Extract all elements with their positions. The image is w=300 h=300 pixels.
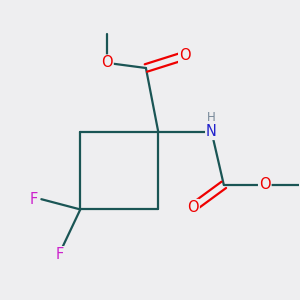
Text: O: O	[101, 56, 113, 70]
Text: O: O	[187, 200, 199, 215]
Text: H: H	[207, 111, 216, 124]
Text: O: O	[259, 177, 271, 192]
Text: N: N	[206, 124, 217, 139]
Text: F: F	[56, 247, 64, 262]
Text: O: O	[179, 48, 191, 63]
Text: F: F	[30, 192, 38, 207]
